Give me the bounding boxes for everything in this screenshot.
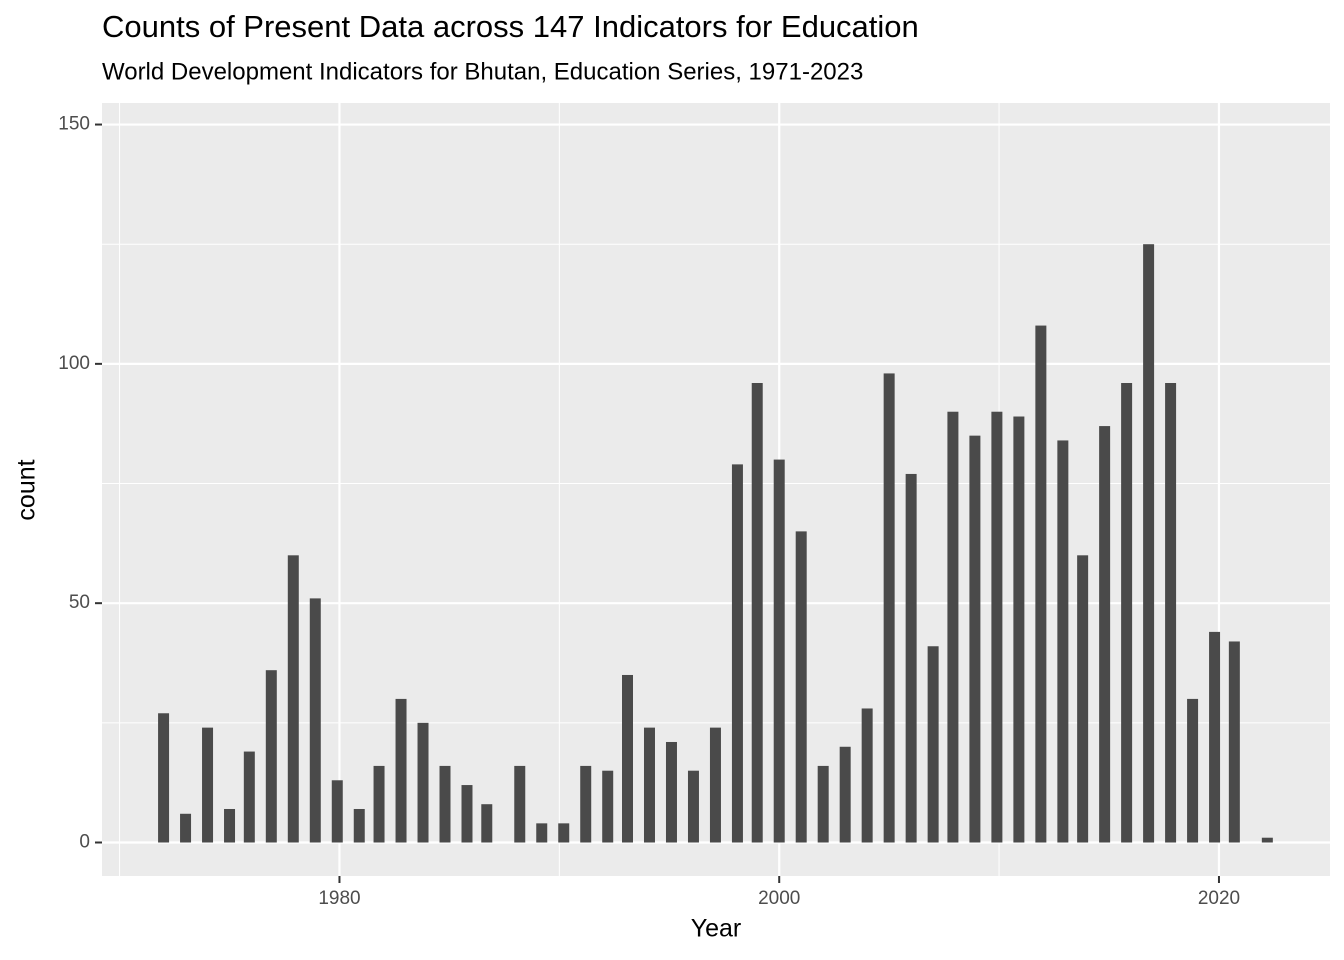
bar xyxy=(536,823,548,843)
bar xyxy=(461,785,473,843)
bar xyxy=(643,727,655,843)
bar xyxy=(817,765,829,843)
bar xyxy=(883,373,895,843)
bar xyxy=(265,670,277,843)
chart-subtitle: World Development Indicators for Bhutan,… xyxy=(102,58,863,85)
bar xyxy=(687,770,699,843)
bar xyxy=(417,722,429,843)
bar xyxy=(731,464,743,843)
bar xyxy=(580,765,592,843)
bar xyxy=(1209,631,1221,843)
x-axis-title: Year xyxy=(691,915,742,943)
bar xyxy=(309,598,321,843)
bar xyxy=(622,674,633,843)
bar xyxy=(947,411,959,843)
bar xyxy=(373,765,385,843)
bar xyxy=(481,804,493,843)
bar xyxy=(927,646,939,843)
bar xyxy=(558,823,570,843)
bar xyxy=(1121,383,1133,843)
bar xyxy=(991,411,1003,843)
bar xyxy=(1143,244,1155,843)
bar xyxy=(1057,440,1069,843)
y-tick-label: 150 xyxy=(58,114,90,135)
x-tick-label: 2020 xyxy=(1198,888,1240,909)
bar xyxy=(331,780,343,843)
bar xyxy=(1077,555,1089,843)
bar xyxy=(180,813,192,843)
bar xyxy=(969,435,981,843)
bar xyxy=(1013,416,1025,843)
bar xyxy=(202,727,214,843)
y-tick-label: 100 xyxy=(58,353,90,374)
x-tick-label: 1980 xyxy=(318,888,360,909)
bar xyxy=(1035,325,1047,843)
bar xyxy=(709,727,721,843)
bar xyxy=(905,473,917,843)
y-tick-label: 50 xyxy=(69,592,90,613)
bar xyxy=(514,765,526,843)
bar xyxy=(1261,837,1273,843)
x-tick-label: 2000 xyxy=(758,888,800,909)
bar xyxy=(795,531,807,843)
chart-title: Counts of Present Data across 147 Indica… xyxy=(102,9,919,44)
bar xyxy=(353,808,365,843)
y-axis-title: count xyxy=(13,459,41,520)
bar xyxy=(751,383,763,843)
bar xyxy=(1187,698,1199,843)
bar xyxy=(861,708,873,843)
bar xyxy=(1099,426,1111,843)
bar xyxy=(158,713,170,843)
bar xyxy=(224,808,236,843)
bar xyxy=(439,765,451,843)
bar xyxy=(839,746,851,843)
bar xyxy=(243,751,255,843)
bar xyxy=(773,459,785,843)
bar xyxy=(395,698,407,843)
bar xyxy=(1228,641,1240,843)
bar xyxy=(287,555,299,843)
bar xyxy=(602,770,614,843)
bar xyxy=(665,741,677,843)
bar xyxy=(1165,383,1177,843)
y-tick-label: 0 xyxy=(79,832,90,853)
